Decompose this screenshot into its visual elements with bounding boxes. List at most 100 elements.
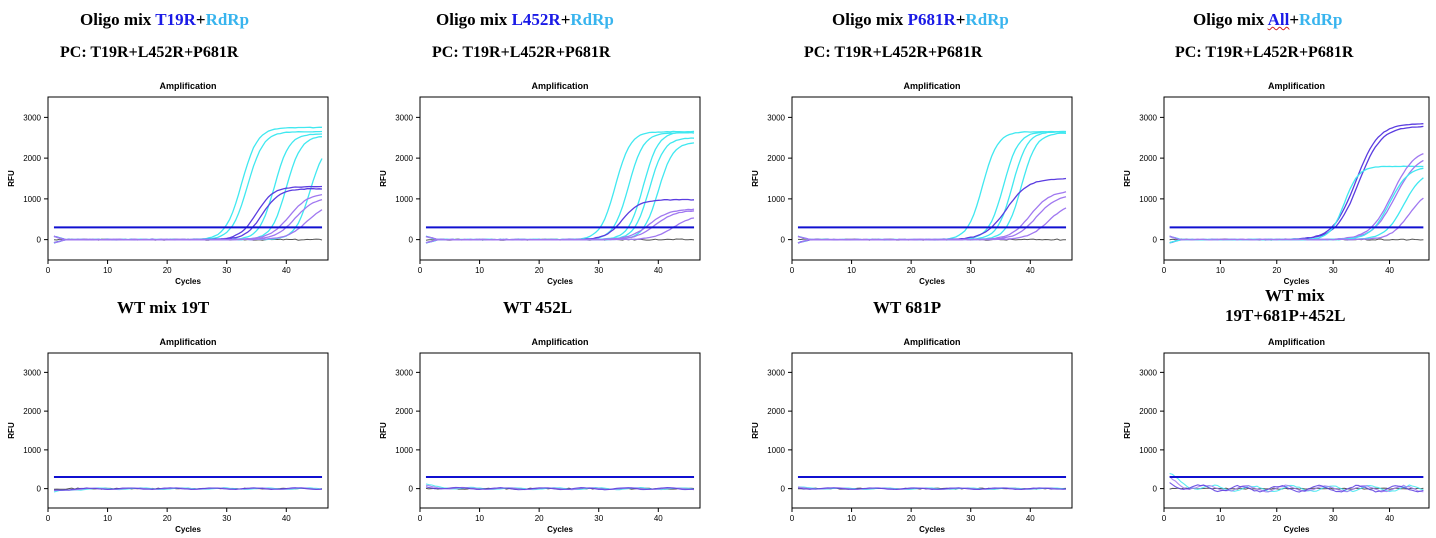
y-tick-label: 1000 bbox=[1139, 195, 1157, 204]
title-prefix: Oligo mix bbox=[436, 10, 508, 29]
y-tick-label: 2000 bbox=[767, 154, 785, 163]
x-tick-label: 20 bbox=[907, 266, 916, 275]
y-tick-label: 2000 bbox=[1139, 407, 1157, 416]
amplification-series bbox=[797, 207, 1067, 241]
y-tick-label: 2000 bbox=[23, 407, 41, 416]
y-axis-label: RFU bbox=[7, 170, 16, 187]
title-plus: + bbox=[560, 10, 571, 29]
plot-frame bbox=[47, 96, 329, 261]
col2-wt-title: WT 452L bbox=[503, 298, 573, 317]
x-axis-label: Cycles bbox=[175, 277, 201, 286]
x-tick-label: 10 bbox=[847, 266, 856, 275]
col3-pc-label: PC: T19R+L452R+P681R bbox=[804, 44, 983, 61]
x-tick-label: 40 bbox=[282, 266, 291, 275]
x-tick-label: 30 bbox=[966, 514, 975, 523]
x-tick-label: 0 bbox=[1162, 266, 1167, 275]
chart-title: Amplification bbox=[903, 81, 960, 91]
y-tick-label: 0 bbox=[781, 485, 786, 494]
y-axis-label: RFU bbox=[379, 422, 388, 439]
amplification-series bbox=[53, 198, 323, 244]
x-tick-label: 20 bbox=[1272, 514, 1281, 523]
y-tick-label: 0 bbox=[409, 236, 414, 245]
y-tick-label: 1000 bbox=[23, 446, 41, 455]
x-tick-label: 10 bbox=[103, 266, 112, 275]
chart-title: Amplification bbox=[531, 337, 588, 347]
y-tick-label: 1000 bbox=[395, 195, 413, 204]
amplification-series bbox=[53, 187, 323, 244]
y-tick-label: 2000 bbox=[767, 407, 785, 416]
x-tick-label: 0 bbox=[1162, 514, 1167, 523]
y-axis-label: RFU bbox=[7, 422, 16, 439]
chart-title: Amplification bbox=[159, 337, 216, 347]
y-tick-label: 3000 bbox=[23, 368, 41, 377]
chart-wt-681p: Amplification 0 1000 2000 3000 0 10 20 30 40 Cycle… bbox=[751, 337, 1073, 534]
chart-title: Amplification bbox=[1268, 81, 1325, 91]
col1-pc-label: PC: T19R+L452R+P681R bbox=[60, 44, 239, 61]
x-tick-label: 40 bbox=[654, 266, 663, 275]
y-tick-label: 0 bbox=[1153, 236, 1158, 245]
x-tick-label: 0 bbox=[418, 514, 423, 523]
y-axis-label: RFU bbox=[379, 170, 388, 187]
y-tick-label: 1000 bbox=[767, 446, 785, 455]
noise-series bbox=[1169, 475, 1424, 493]
title-rdrp: RdRp bbox=[1299, 10, 1343, 29]
amplification-series bbox=[1169, 167, 1424, 241]
x-axis-label: Cycles bbox=[547, 277, 573, 286]
title-prefix: Oligo mix bbox=[80, 10, 152, 29]
title-prefix: Oligo mix bbox=[1193, 10, 1265, 29]
title-rdrp: RdRp bbox=[965, 10, 1009, 29]
x-tick-label: 40 bbox=[1026, 514, 1035, 523]
x-tick-label: 20 bbox=[535, 266, 544, 275]
y-tick-label: 0 bbox=[781, 236, 786, 245]
noise-series bbox=[425, 486, 695, 491]
amplification-series bbox=[53, 185, 323, 241]
x-axis-label: Cycles bbox=[1284, 525, 1310, 534]
chart-oligo-all: Amplification 0 1000 2000 3000 0 10 20 30 40 Cycle… bbox=[1123, 81, 1430, 286]
chart-title: Amplification bbox=[903, 337, 960, 347]
y-axis-label: RFU bbox=[751, 422, 760, 439]
y-tick-label: 1000 bbox=[767, 195, 785, 204]
amplification-series bbox=[425, 217, 695, 244]
x-tick-label: 40 bbox=[1385, 266, 1394, 275]
x-tick-label: 0 bbox=[418, 266, 423, 275]
title-target: L452R bbox=[511, 10, 561, 29]
col1-title: Oligo mix T19R+RdRp bbox=[80, 10, 249, 30]
x-tick-label: 40 bbox=[1026, 266, 1035, 275]
title-target: All bbox=[1267, 10, 1290, 29]
col4-wt-title-line1: WT mix bbox=[1265, 286, 1325, 305]
col4-pc-label: PC: T19R+L452R+P681R bbox=[1175, 44, 1354, 61]
x-tick-label: 30 bbox=[222, 266, 231, 275]
plot-frame bbox=[791, 96, 1073, 261]
x-tick-label: 20 bbox=[163, 514, 172, 523]
title-plus: + bbox=[955, 10, 966, 29]
x-axis-label: Cycles bbox=[919, 525, 945, 534]
y-tick-label: 2000 bbox=[1139, 154, 1157, 163]
chart-oligo-l452r: Amplification 0 1000 2000 3000 0 10 20 30 40 Cycle… bbox=[379, 81, 701, 286]
col4-title: Oligo mix All+RdRp bbox=[1193, 10, 1343, 30]
x-tick-label: 0 bbox=[790, 514, 795, 523]
plot-frame bbox=[1163, 352, 1430, 509]
y-tick-label: 3000 bbox=[767, 113, 785, 122]
x-tick-label: 10 bbox=[1216, 266, 1225, 275]
x-tick-label: 10 bbox=[847, 514, 856, 523]
x-tick-label: 30 bbox=[1329, 514, 1338, 523]
x-axis-label: Cycles bbox=[919, 277, 945, 286]
y-tick-label: 0 bbox=[37, 236, 42, 245]
y-axis-label: RFU bbox=[751, 170, 760, 187]
col2-pc-label: PC: T19R+L452R+P681R bbox=[432, 44, 611, 61]
amplification-series bbox=[797, 132, 1067, 241]
x-tick-label: 0 bbox=[46, 514, 51, 523]
x-axis-label: Cycles bbox=[175, 525, 201, 534]
plot-frame bbox=[791, 352, 1073, 509]
y-tick-label: 2000 bbox=[23, 154, 41, 163]
noise-series bbox=[54, 487, 323, 491]
col1-wt-title: WT mix 19T bbox=[117, 298, 210, 317]
col3-title: Oligo mix P681R+RdRp bbox=[832, 10, 1009, 30]
x-tick-label: 20 bbox=[1272, 266, 1281, 275]
y-tick-label: 1000 bbox=[1139, 446, 1157, 455]
col2-title: Oligo mix L452R+RdRp bbox=[436, 10, 614, 30]
x-tick-label: 0 bbox=[790, 266, 795, 275]
y-tick-label: 3000 bbox=[395, 368, 413, 377]
plot-frame bbox=[419, 96, 701, 261]
x-tick-label: 20 bbox=[163, 266, 172, 275]
